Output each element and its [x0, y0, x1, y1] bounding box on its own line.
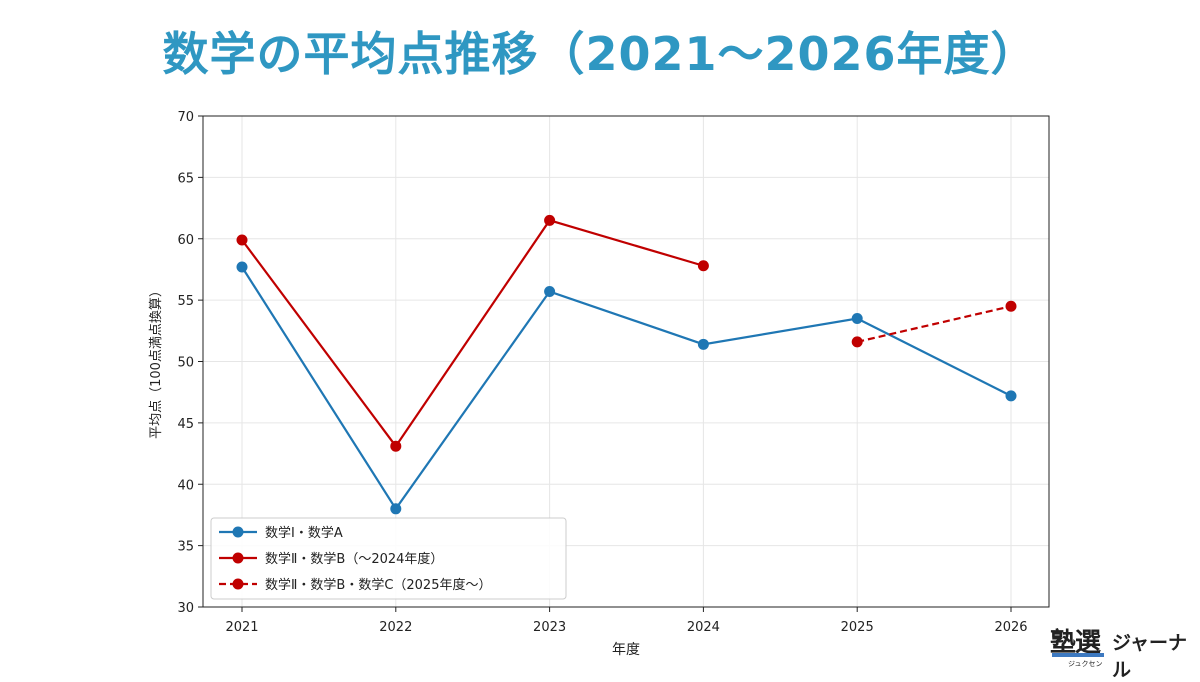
data-point — [544, 286, 556, 298]
brand-underline — [1052, 653, 1104, 657]
legend-marker — [232, 578, 244, 590]
data-point — [697, 338, 709, 350]
series-1 — [236, 261, 1017, 515]
x-tick-label: 2024 — [687, 620, 720, 635]
x-tick-label: 2025 — [841, 620, 874, 635]
data-point — [236, 234, 248, 246]
brand-logo: 塾選 ジュクセン ジャーナル — [1050, 622, 1195, 681]
x-tick-label: 2026 — [994, 620, 1027, 635]
data-series — [236, 214, 1017, 515]
data-point — [544, 214, 556, 226]
legend-item: 数学Ⅰ・数学A — [219, 525, 343, 541]
legend-item: 数学Ⅱ・数学B（〜2024年度） — [219, 551, 443, 567]
legend-label: 数学Ⅱ・数学B・数学C（2025年度〜） — [265, 577, 491, 593]
y-tick-label: 50 — [177, 356, 194, 371]
x-axis-label: 年度 — [612, 642, 640, 658]
data-point — [851, 313, 863, 325]
x-tick-label: 2021 — [225, 620, 258, 635]
legend-marker — [232, 526, 244, 538]
legend-label: 数学Ⅱ・数学B（〜2024年度） — [265, 551, 443, 567]
legend: 数学Ⅰ・数学A 数学Ⅱ・数学B（〜2024年度） 数学Ⅱ・数学B・数学C（2025年… — [210, 517, 567, 600]
brand-ruby: ジュクセン — [1068, 660, 1103, 668]
data-point — [390, 440, 402, 452]
data-point — [1005, 300, 1017, 312]
series-3 — [851, 300, 1017, 348]
legend-marker — [232, 552, 244, 564]
y-tick-label: 30 — [177, 601, 194, 616]
y-axis-ticks: 30 35 40 45 50 55 60 65 70 — [177, 110, 203, 616]
series-line — [241, 266, 1012, 511]
y-tick-label: 70 — [177, 110, 194, 125]
legend-label: 数学Ⅰ・数学A — [265, 525, 343, 541]
y-tick-label: 40 — [177, 478, 194, 493]
y-tick-label: 55 — [177, 294, 194, 309]
page-title: 数学の平均点推移（2021〜2026年度） — [162, 27, 1038, 81]
series-2 — [236, 214, 709, 452]
y-tick-label: 45 — [177, 417, 194, 432]
y-tick-label: 60 — [177, 233, 194, 248]
data-point — [851, 336, 863, 348]
data-point — [236, 261, 248, 273]
data-point — [390, 503, 402, 515]
y-tick-label: 35 — [177, 540, 194, 555]
data-point — [697, 260, 709, 272]
series-line — [241, 219, 704, 449]
brand-subtitle: ジャーナル — [1112, 632, 1188, 681]
x-axis-ticks: 2021 2022 2023 2024 2025 2026 — [225, 607, 1028, 635]
x-tick-label: 2023 — [533, 620, 566, 635]
series-line — [856, 305, 1012, 343]
x-tick-label: 2022 — [379, 620, 412, 635]
y-axis-label: 平均点（100点満点換算） — [149, 284, 164, 439]
legend-item: 数学Ⅱ・数学B・数学C（2025年度〜） — [219, 577, 491, 593]
y-tick-label: 65 — [177, 171, 194, 186]
data-point — [1005, 390, 1017, 402]
legend-box — [210, 517, 567, 600]
